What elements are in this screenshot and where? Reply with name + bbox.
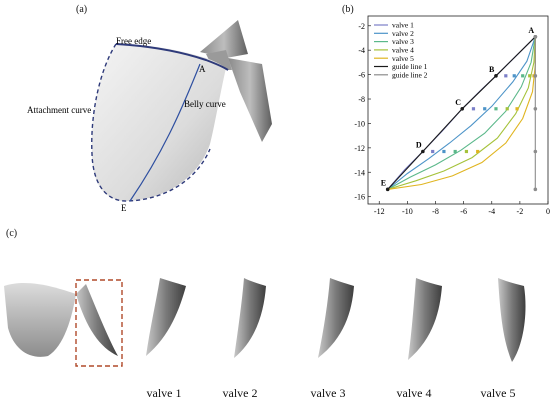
data-point (512, 74, 516, 78)
annotation-free-edge: Free edge (116, 36, 151, 46)
data-point (421, 149, 425, 154)
valve-leaflet-3 (318, 278, 354, 358)
data-point (453, 149, 457, 154)
data-point (494, 74, 498, 78)
data-point (504, 74, 508, 78)
panel-a-valve-illustration: Free edge A Belly curve Attachment curve… (27, 20, 272, 213)
data-point (505, 107, 509, 111)
valve-leaflet-2 (234, 278, 266, 358)
data-point (533, 187, 538, 192)
series-line (387, 36, 536, 190)
valve-caption-5: valve 5 (480, 386, 516, 400)
point-label: B (489, 65, 495, 74)
assembled-valve-leaflet (76, 284, 118, 356)
selected-leaflet-box (75, 279, 123, 367)
y-tick-label: -16 (354, 193, 365, 202)
data-point (385, 187, 390, 192)
data-point (460, 106, 465, 111)
valve-leaflet-4 (408, 278, 442, 360)
attachment-curve (91, 43, 211, 202)
legend-entry: guide line 2 (392, 70, 428, 79)
data-point (442, 149, 446, 154)
point-label: C (455, 98, 461, 107)
legend-entry: valve 4 (392, 46, 414, 55)
x-tick-label: -8 (432, 207, 439, 216)
valve-caption-1: valve 1 (146, 386, 182, 400)
y-tick-label: -4 (358, 46, 365, 55)
valve-caption-3: valve 3 (310, 386, 346, 400)
chart-frame (367, 15, 549, 205)
annotation-point-a: A (199, 64, 206, 74)
legend-entry: guide line 1 (392, 62, 428, 71)
panel-c-valve-row (4, 278, 526, 367)
legend-entry: valve 3 (392, 37, 414, 46)
data-point (521, 74, 525, 78)
y-tick-label: -2 (358, 22, 365, 31)
y-tick-label: -10 (354, 119, 365, 128)
data-point (533, 149, 538, 154)
x-tick-label: -2 (517, 207, 524, 216)
y-tick-label: -8 (358, 95, 365, 104)
valve-caption-4: valve 4 (396, 386, 432, 400)
y-tick-label: -14 (354, 168, 365, 177)
valve-leaflet-5 (498, 278, 526, 362)
valve-wing-upper (200, 20, 248, 58)
legend-entry: valve 1 (392, 21, 414, 30)
legend-entry: valve 5 (392, 54, 414, 63)
free-edge-curve (115, 43, 229, 71)
legend-entry: valve 2 (392, 29, 414, 38)
data-point (476, 149, 480, 154)
data-point (431, 149, 435, 154)
belly-curve (129, 63, 201, 202)
data-point (515, 107, 519, 111)
valve-leaflet-1 (146, 278, 186, 356)
data-point (494, 107, 498, 111)
data-point (483, 107, 487, 111)
x-tick-label: -10 (402, 207, 413, 216)
y-tick-label: -12 (354, 144, 365, 153)
data-point (528, 74, 532, 78)
data-point (464, 149, 469, 154)
point-label: A (528, 26, 534, 35)
data-point (533, 74, 538, 78)
annotation-attachment-curve: Attachment curve (27, 105, 91, 115)
data-point (533, 34, 538, 39)
series-line (387, 36, 536, 190)
point-label: D (416, 141, 422, 150)
y-tick-label: -6 (358, 71, 365, 80)
series-line (387, 36, 536, 190)
annotation-point-e: E (121, 203, 127, 213)
x-tick-label: 0 (546, 207, 550, 216)
data-point (533, 106, 538, 111)
series-line (387, 36, 536, 190)
panel-b-chart: -2 -4 -6 -8 -10 -12 -14 -16 -12 -10 -8 -6 -4 -2 0 A B C… (354, 15, 550, 216)
panel-c-label: (c) (6, 228, 18, 239)
x-tick-label: -12 (374, 207, 385, 216)
annotation-belly-curve: Belly curve (184, 99, 226, 109)
valve-wing-right (228, 58, 272, 142)
panel-b-label: (b) (342, 4, 354, 15)
assembled-valve-cup (4, 283, 76, 357)
panel-a-label: (a) (76, 4, 88, 15)
x-tick-label: -6 (460, 207, 467, 216)
point-label: E (381, 178, 386, 187)
valve-caption-2: valve 2 (222, 386, 258, 400)
x-tick-label: -4 (488, 207, 495, 216)
data-point (471, 107, 476, 111)
valve-leaflet (91, 44, 226, 202)
